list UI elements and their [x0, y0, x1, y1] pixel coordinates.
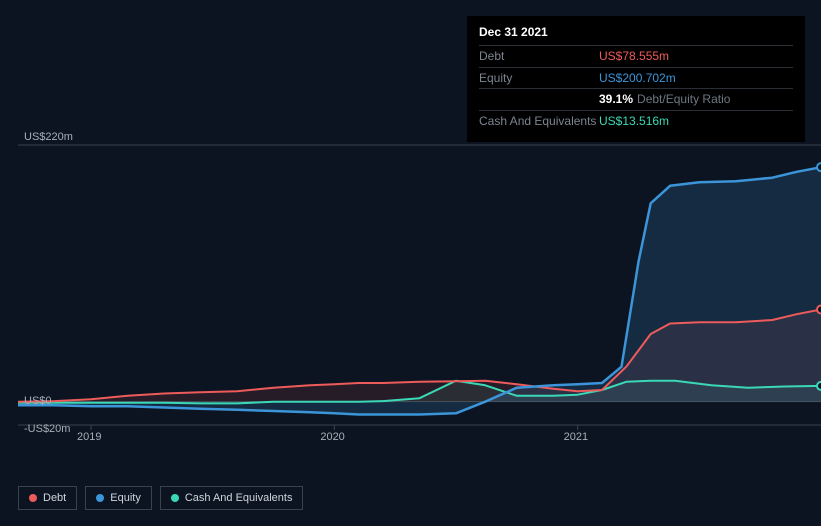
tooltip-row-ratio: 39.1% Debt/Equity Ratio [479, 88, 793, 110]
legend-label: Equity [110, 492, 141, 504]
chart-area[interactable]: US$220m US$0 -US$20m 2019 2020 2021 [18, 120, 821, 465]
y-axis-label: -US$20m [24, 423, 70, 435]
x-axis-label: 2021 [564, 431, 588, 443]
legend-item-cash[interactable]: Cash And Equivalents [160, 486, 304, 510]
tooltip-row-debt: Debt US$78.555m [479, 45, 793, 67]
tooltip-value: US$200.702m [599, 70, 676, 87]
tooltip-label: Equity [479, 70, 599, 87]
tooltip-ratio-pct: 39.1% [599, 92, 633, 106]
tooltip-date: Dec 31 2021 [479, 24, 793, 41]
y-axis-label: US$0 [24, 395, 52, 407]
tooltip-ratio: 39.1% Debt/Equity Ratio [599, 91, 730, 108]
legend-dot-icon [96, 494, 104, 502]
legend-item-equity[interactable]: Equity [85, 486, 152, 510]
legend-dot-icon [29, 494, 37, 502]
tooltip-ratio-label: Debt/Equity Ratio [637, 92, 730, 106]
legend-dot-icon [171, 494, 179, 502]
tooltip-row-equity: Equity US$200.702m [479, 67, 793, 89]
chart-svg [18, 120, 821, 445]
tooltip-label [479, 91, 599, 108]
legend-label: Debt [43, 492, 66, 504]
legend-item-debt[interactable]: Debt [18, 486, 77, 510]
legend-label: Cash And Equivalents [185, 492, 293, 504]
x-axis-label: 2020 [320, 431, 344, 443]
tooltip-label: Debt [479, 48, 599, 65]
legend: Debt Equity Cash And Equivalents [18, 486, 303, 510]
x-axis-label: 2019 [77, 431, 101, 443]
tooltip-value: US$78.555m [599, 48, 669, 65]
y-axis-label: US$220m [24, 131, 73, 143]
